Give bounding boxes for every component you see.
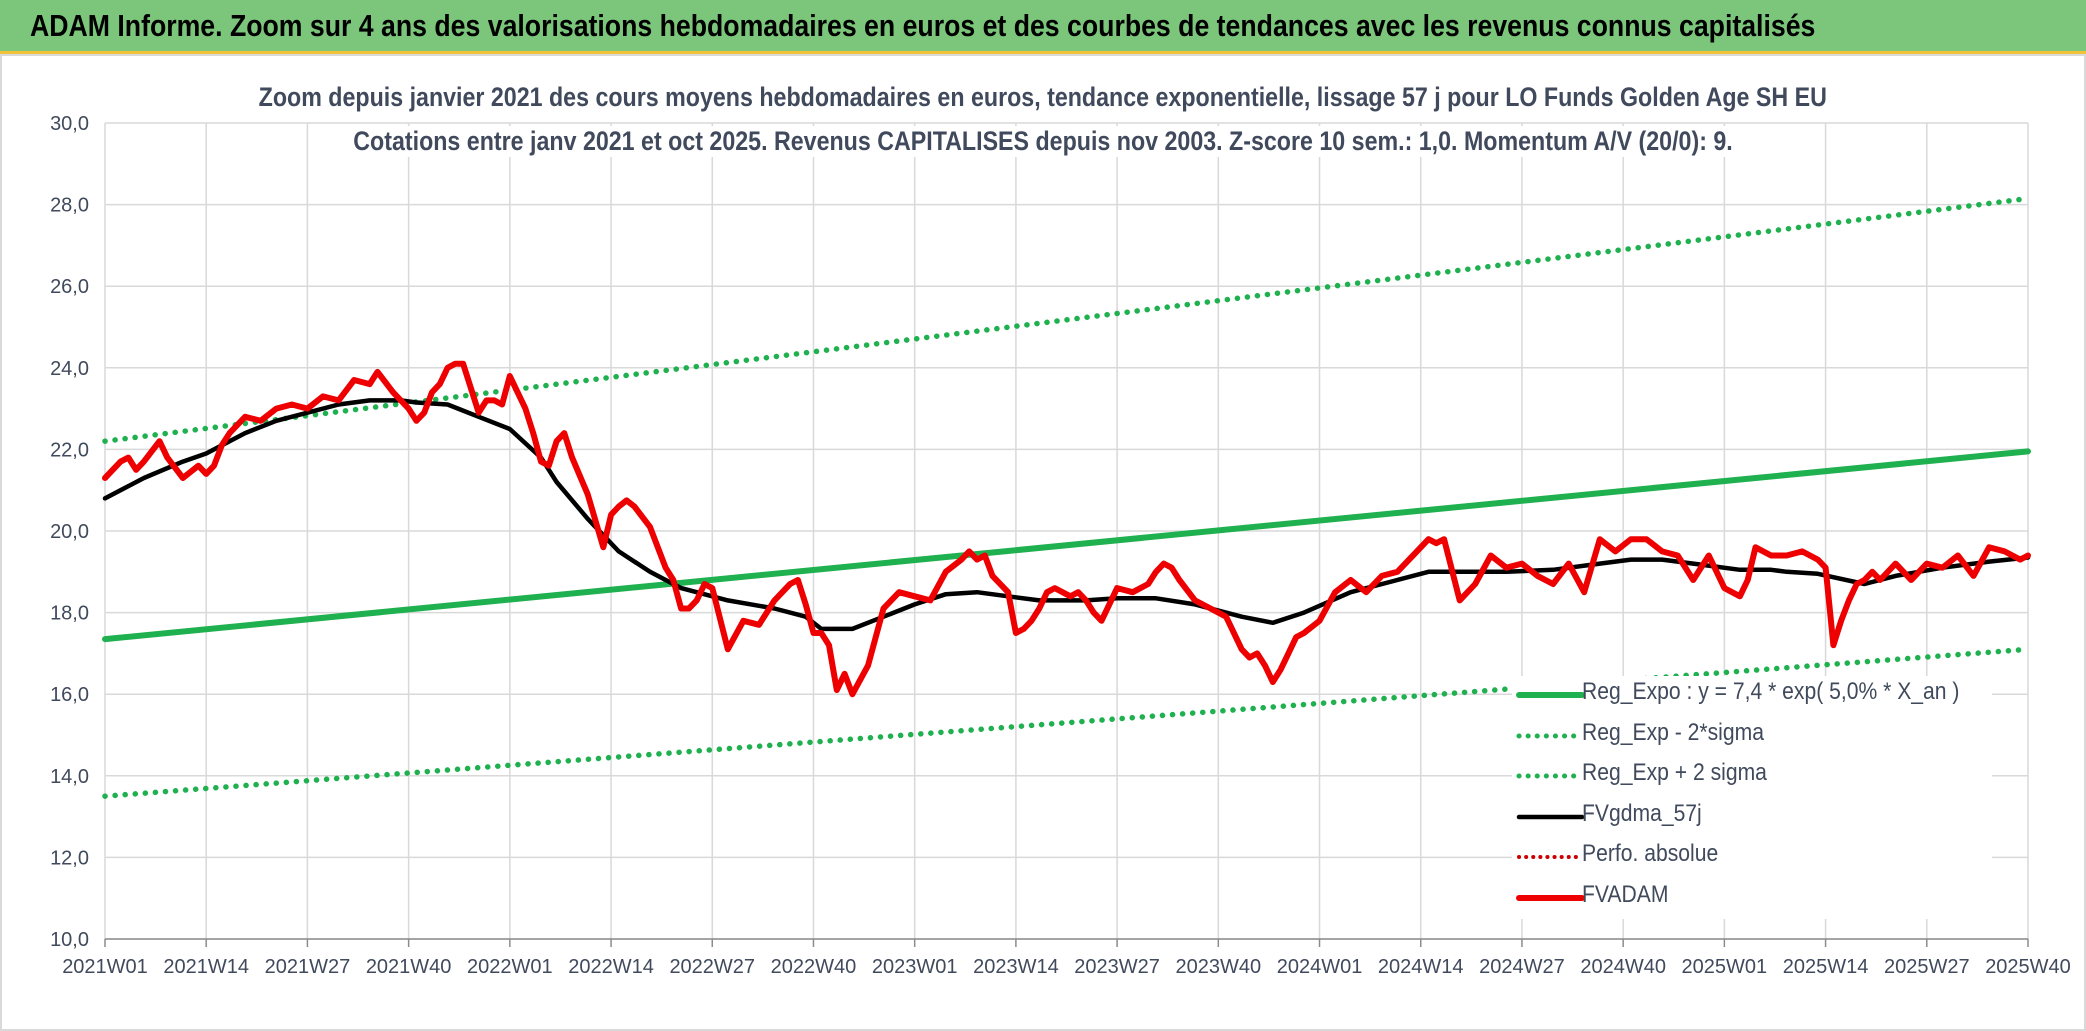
x-tick-label: 2021W40 xyxy=(366,956,452,978)
x-tick-label: 2021W14 xyxy=(163,956,249,978)
legend-label: FVgdma_57j xyxy=(1582,799,1702,827)
trend-line xyxy=(102,448,2031,643)
legend-label: Perfo. absolue xyxy=(1582,840,1719,867)
x-tick-label: 2024W01 xyxy=(1277,956,1363,978)
legend-swatch xyxy=(1517,855,1584,859)
legend-swatch xyxy=(1516,692,1585,698)
x-tick-label: 2022W40 xyxy=(771,956,857,978)
x-tick-label: 2023W01 xyxy=(872,956,958,978)
legend-swatch xyxy=(1516,773,1585,779)
x-tick-label: 2023W27 xyxy=(1074,956,1160,978)
legend-swatch xyxy=(1516,733,1585,738)
report-title: ADAM Informe. Zoom sur 4 ans des valoris… xyxy=(30,8,1816,43)
x-axis: 2021W01 2021W14 2021W27 2021W40 2022W01 2022W… xyxy=(62,938,2071,978)
x-tick-label: 2025W01 xyxy=(1682,956,1768,978)
y-tick-label: 22,0 xyxy=(50,439,89,461)
x-tick-label: 2025W40 xyxy=(1985,956,2071,978)
x-tick-label: 2021W01 xyxy=(62,956,148,978)
y-tick-label: 12,0 xyxy=(50,847,89,869)
x-tick-label: 2024W27 xyxy=(1479,956,1565,978)
fvadam-line xyxy=(102,360,2031,698)
y-tick-label: 26,0 xyxy=(50,276,89,298)
y-tick-label: 14,0 xyxy=(50,766,89,788)
legend-label: Reg_Exp + 2 sigma xyxy=(1582,759,1767,786)
x-tick-label: 2022W01 xyxy=(467,956,553,978)
lower-band-line xyxy=(102,646,2031,799)
y-tick-label: 24,0 xyxy=(50,358,89,380)
y-axis: 10,0 12,0 14,0 16,0 18,0 20,0 22,0 24,0 26,0 28,0… xyxy=(50,113,89,951)
x-tick-label: 2023W14 xyxy=(973,956,1059,978)
upper-band-line xyxy=(102,195,2031,444)
legend-swatch xyxy=(1516,894,1585,901)
y-tick-label: 20,0 xyxy=(50,521,89,543)
legend-item: Perfo. absolue xyxy=(1512,838,1992,879)
legend-swatch xyxy=(1516,814,1585,819)
legend-item: FVgdma_57j xyxy=(1512,798,1992,839)
legend-item: Reg_Exp - 2*sigma xyxy=(1512,717,1992,758)
x-tick-label: 2023W40 xyxy=(1176,956,1262,978)
x-tick-label: 2024W40 xyxy=(1580,956,1666,978)
chart-title: Zoom depuis janvier 2021 des cours moyen… xyxy=(253,82,1833,113)
y-tick-label: 10,0 xyxy=(50,929,89,951)
legend-item: Reg_Exp + 2 sigma xyxy=(1512,757,1992,798)
chart-legend: Reg_Expo : y = 7,4 * exp( 5,0% * X_an ) R… xyxy=(1512,676,1992,919)
y-tick-label: 16,0 xyxy=(50,684,89,706)
x-tick-label: 2022W27 xyxy=(669,956,755,978)
x-tick-label: 2025W14 xyxy=(1783,956,1869,978)
x-tick-label: 2022W14 xyxy=(568,956,654,978)
chart-subtitle: Cotations entre janv 2021 et oct 2025. R… xyxy=(348,126,1738,157)
y-tick-label: 28,0 xyxy=(50,195,89,217)
y-tick-label: 18,0 xyxy=(50,603,89,625)
legend-label: Reg_Exp - 2*sigma xyxy=(1582,718,1764,746)
legend-label: Reg_Expo : y = 7,4 * exp( 5,0% * X_an ) xyxy=(1582,678,1960,705)
x-tick-label: 2024W14 xyxy=(1378,956,1464,978)
legend-item: Reg_Expo : y = 7,4 * exp( 5,0% * X_an ) xyxy=(1512,676,1992,717)
y-tick-label: 30,0 xyxy=(50,113,89,135)
x-tick-label: 2021W27 xyxy=(265,956,351,978)
report-banner: ADAM Informe. Zoom sur 4 ans des valoris… xyxy=(0,0,2086,54)
chart-series xyxy=(102,195,2031,799)
legend-label: FVADAM xyxy=(1582,880,1669,908)
fvgdma-57j-line xyxy=(102,398,2031,632)
legend-item: FVADAM xyxy=(1512,879,1992,920)
x-tick-label: 2025W27 xyxy=(1884,956,1970,978)
